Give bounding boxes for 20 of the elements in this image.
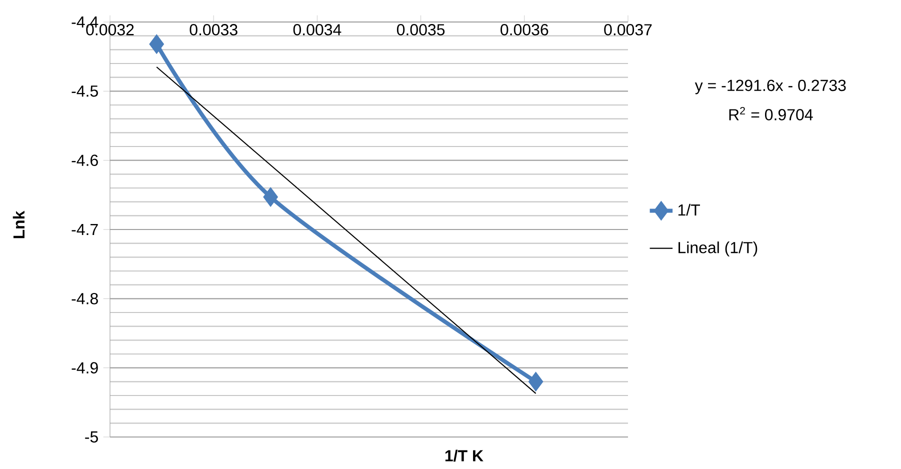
y-tick-label: -4.7 bbox=[72, 224, 98, 236]
y-tick-label: -4.9 bbox=[72, 362, 98, 374]
legend-label: Lineal (1/T) bbox=[678, 242, 758, 256]
x-tick-label: 0.0035 bbox=[396, 24, 445, 36]
x-tick-label: 0.0037 bbox=[604, 24, 652, 36]
y-tick-label: -4.8 bbox=[72, 293, 98, 304]
point bbox=[528, 373, 543, 390]
text: y = -1291.6x - 0.2733 bbox=[694, 80, 846, 94]
x-tick-label: 0.0033 bbox=[190, 24, 238, 36]
y-tick-label: -5 bbox=[85, 431, 98, 443]
y-axis-title: Lnk bbox=[12, 210, 24, 238]
text: R$^{2}$ = 0.9704 bbox=[729, 106, 813, 120]
x-tick-label: 0.0034 bbox=[293, 24, 342, 36]
y-tick-label: -4.5 bbox=[72, 86, 98, 97]
y-tick-label: -4.6 bbox=[72, 154, 98, 166]
x-tick-label: 0.0036 bbox=[500, 24, 548, 36]
x-axis-title: 1/T K bbox=[445, 450, 484, 462]
point bbox=[264, 188, 278, 206]
point bbox=[150, 35, 164, 53]
legend-label: 1/T bbox=[678, 204, 700, 216]
